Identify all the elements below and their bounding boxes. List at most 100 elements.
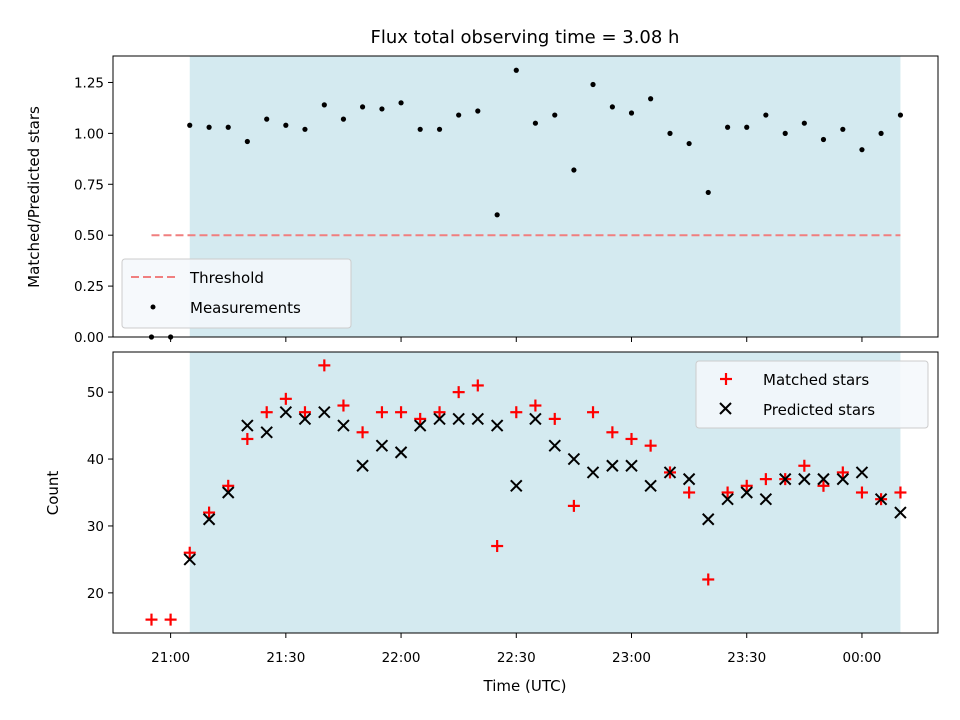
ratio-y-tick-label: 0.75 xyxy=(74,177,104,193)
matched-star-point xyxy=(529,399,542,412)
predicted-star-point xyxy=(894,506,907,519)
predicted-star-point xyxy=(222,486,235,499)
ratio-y-tick-label: 0.25 xyxy=(74,279,104,295)
matched-star-point xyxy=(567,499,580,512)
measurement-point xyxy=(590,81,596,88)
count-y-tick-label: 50 xyxy=(87,385,104,401)
predicted-star-point xyxy=(490,419,504,432)
ratio-y-tick-label: 1.25 xyxy=(74,75,104,91)
matched-star-point xyxy=(337,399,350,412)
matched-star-point xyxy=(798,459,811,472)
predicted-star-point xyxy=(529,412,542,426)
measurement-point xyxy=(244,138,250,145)
predicted-star-point xyxy=(510,479,523,493)
predicted-star-point xyxy=(298,412,312,426)
count-y-tick-label: 20 xyxy=(87,586,104,602)
measurement-point xyxy=(398,100,404,106)
ratio-y-ticks: 0.00 0.25 0.50 0.75 1.00 1.25 xyxy=(74,75,113,346)
matched-star-point xyxy=(548,412,561,425)
measurement-point xyxy=(878,130,884,136)
matched-star-point xyxy=(855,486,868,499)
predicted-star-point xyxy=(855,466,869,479)
matched-star-point xyxy=(817,479,830,492)
predicted-star-point xyxy=(202,513,216,526)
predicted-stars-points xyxy=(183,406,907,566)
measurement-point xyxy=(705,189,711,196)
count-x-ticks: 21:00 21:30 22:00 22:30 23:00 23:30 00:00 xyxy=(151,633,881,666)
matched-star-point xyxy=(491,540,504,553)
measurement-point xyxy=(859,147,865,153)
count-plot-frame xyxy=(112,351,939,634)
count-y-tick-label: 40 xyxy=(87,452,104,468)
predicted-star-point xyxy=(625,459,638,472)
matched-star-point xyxy=(452,386,465,399)
predicted-star-point xyxy=(548,439,561,452)
ratio-plot-frame xyxy=(112,55,939,338)
matched-star-point xyxy=(683,486,696,499)
matched-star-point xyxy=(318,359,331,372)
predicted-star-point xyxy=(260,426,273,439)
matched-star-point xyxy=(702,573,715,586)
count-legend: Matched stars Predicted stars xyxy=(695,360,929,429)
count-y-axis-label: Count xyxy=(44,471,62,516)
matched-star-point xyxy=(375,406,388,419)
predicted-star-point xyxy=(279,406,293,419)
predicted-star-point xyxy=(567,452,581,466)
ratio-y-tick-label: 0.00 xyxy=(74,330,104,346)
predicted-star-point xyxy=(682,472,696,486)
matched-star-point xyxy=(510,406,523,419)
matched-star-point xyxy=(759,473,772,486)
measurement-point xyxy=(475,108,481,114)
measurement-point xyxy=(609,104,615,110)
matched-star-point xyxy=(644,439,657,452)
measurement-point xyxy=(725,124,731,130)
matched-star-point xyxy=(721,486,734,499)
ratio-x-ticks xyxy=(170,337,863,342)
measurement-point xyxy=(801,120,807,126)
matched-star-point xyxy=(222,479,235,492)
count-panel: 20 30 40 50 21:00 21:30 22:00 22:30 23:00 23:30 0… xyxy=(44,351,939,695)
measurement-point xyxy=(552,112,558,118)
ratio-y-axis-label: Matched/Predicted stars xyxy=(25,106,43,288)
matched-star-point xyxy=(298,406,311,419)
count-y-tick-label: 30 xyxy=(87,519,104,535)
matched-star-point xyxy=(395,406,408,419)
ratio-legend: Threshold Measurements xyxy=(121,258,352,329)
predicted-star-point xyxy=(183,553,196,566)
matched-star-point xyxy=(241,432,254,445)
measurement-point xyxy=(648,96,654,102)
predicted-star-point xyxy=(394,446,408,459)
measurement-point xyxy=(686,140,692,147)
measurements-legend-swatch xyxy=(150,304,156,310)
measurement-point xyxy=(417,126,423,132)
matched-star-point xyxy=(894,486,907,499)
ratio-legend-box xyxy=(121,258,352,329)
predicted-legend-label: Predicted stars xyxy=(763,401,875,419)
matched-star-point xyxy=(433,406,446,419)
predicted-star-point xyxy=(874,492,888,506)
ratio-panel: 0.00 0.25 0.50 0.75 1.00 1.25 Matched/Predict… xyxy=(25,55,939,346)
measurement-point xyxy=(206,124,212,130)
ratio-y-tick-label: 1.00 xyxy=(74,126,104,142)
measurement-point xyxy=(494,212,500,218)
matched-star-point xyxy=(625,432,638,445)
measurement-point xyxy=(187,122,193,128)
count-legend-box xyxy=(695,360,929,429)
threshold-legend-label: Threshold xyxy=(189,269,264,287)
measurement-point xyxy=(513,67,519,73)
predicted-star-point xyxy=(836,472,850,486)
count-x-tick-label: 22:30 xyxy=(497,650,536,666)
chart-title: Flux total observing time = 3.08 h xyxy=(371,27,680,48)
count-x-tick-label: 23:30 xyxy=(727,650,766,666)
predicted-legend-swatch xyxy=(719,402,732,415)
matched-star-point xyxy=(279,392,292,405)
measurement-point xyxy=(763,112,769,118)
measurement-point xyxy=(359,104,366,110)
predicted-star-point xyxy=(663,466,677,479)
measurement-point xyxy=(897,112,904,118)
count-x-tick-label: 00:00 xyxy=(842,650,881,666)
matched-star-point xyxy=(203,506,216,519)
predicted-star-point xyxy=(433,412,446,426)
count-x-tick-label: 21:00 xyxy=(151,650,190,666)
predicted-star-point xyxy=(721,492,734,506)
